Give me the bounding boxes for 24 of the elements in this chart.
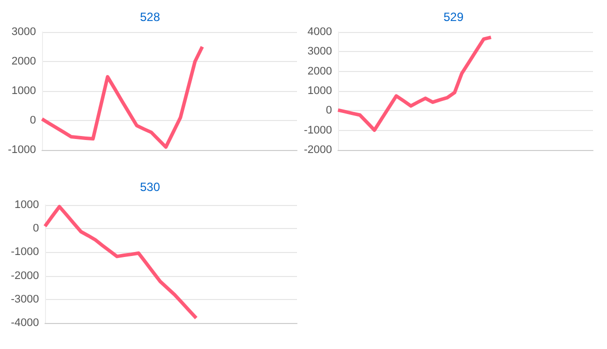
chart-title: 528 [140, 10, 160, 24]
line-series [40, 45, 204, 149]
chart-title: 529 [443, 10, 464, 24]
y-tick-label: 4000 [308, 26, 332, 38]
y-tick-label: -2000 [304, 144, 332, 156]
y-tick-label: 2000 [12, 56, 36, 68]
y-tick-label: 1000 [308, 85, 332, 97]
y-tick-label: 1000 [12, 85, 36, 97]
y-tick-label: 0 [30, 114, 36, 126]
y-tick-label: 3000 [12, 26, 36, 38]
y-tick-label: -4000 [10, 317, 39, 329]
chart-title: 530 [140, 180, 160, 194]
y-tick-label: 0 [326, 104, 332, 117]
line-series [336, 36, 493, 132]
y-tick-label: 2000 [308, 65, 332, 78]
y-tick-label: -3000 [10, 293, 39, 306]
y-tick-label: -1000 [304, 124, 332, 136]
y-tick-label: 0 [32, 222, 39, 235]
y-tick-label: 1000 [14, 199, 39, 211]
y-tick-label: -1000 [8, 144, 36, 156]
y-tick-label: 3000 [308, 46, 332, 58]
line-series [43, 204, 198, 320]
y-tick-label: -2000 [10, 270, 39, 282]
y-tick-label: -1000 [10, 246, 39, 258]
